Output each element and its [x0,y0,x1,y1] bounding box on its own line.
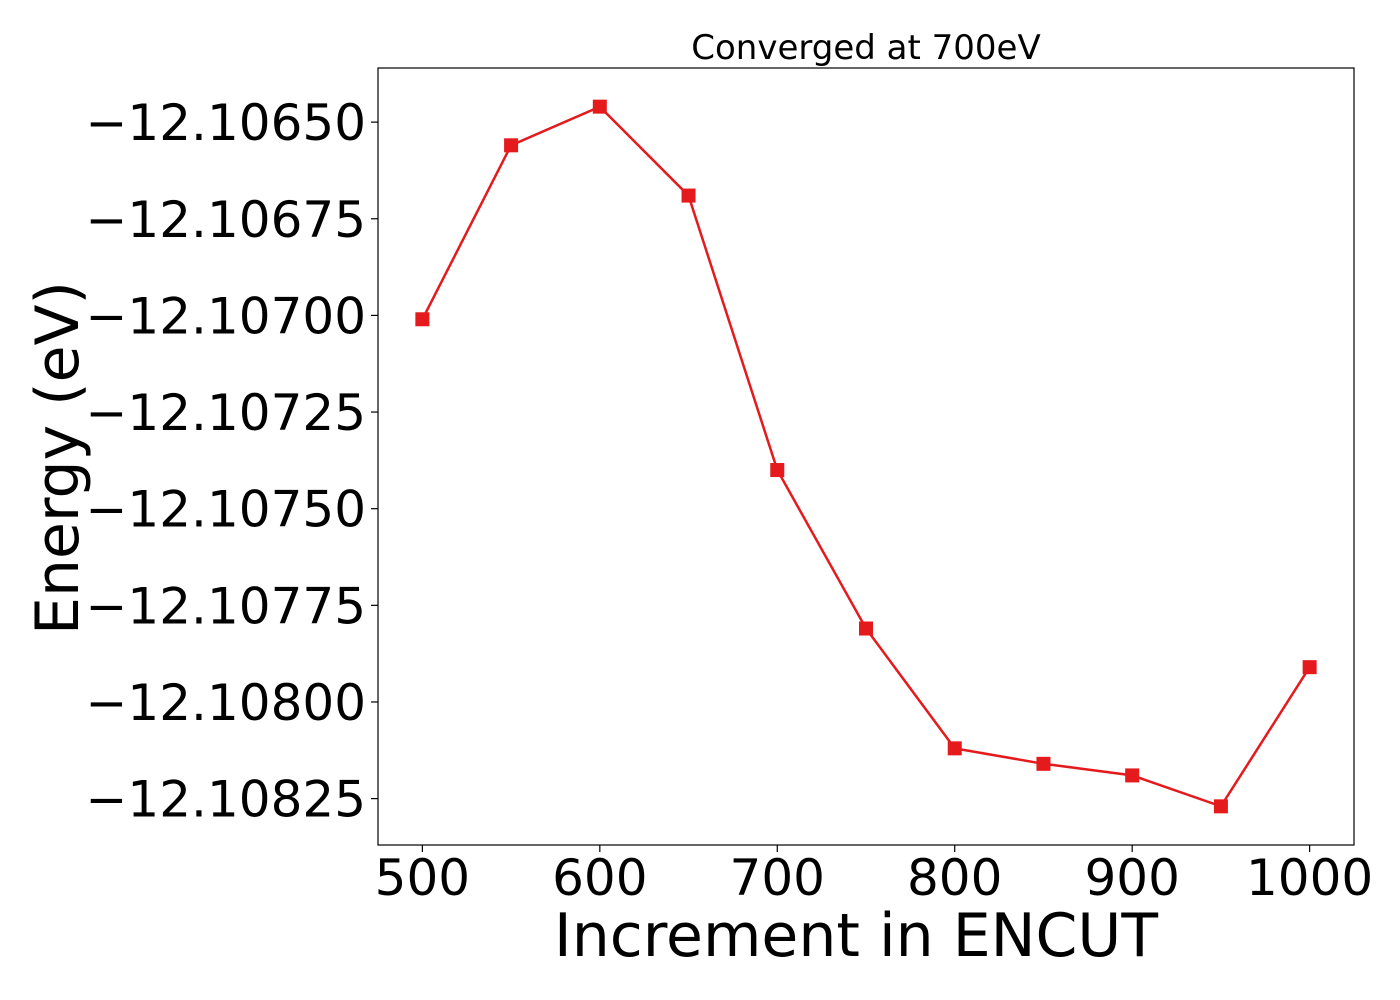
data-point-marker [504,138,519,153]
y-tick-label: −12.10825 [86,771,366,829]
y-axis-ticks: −12.10650 −12.10675 −12.10700 −12.10725 −12.… [86,94,378,829]
data-point-marker [947,741,962,756]
x-tick-label: 1000 [1246,849,1373,907]
x-axis-ticks: 500 600 700 800 900 1000 [375,845,1373,907]
data-point-marker [1125,768,1140,783]
data-point-marker [1213,799,1228,814]
chart-title: Converged at 700eV [691,28,1040,68]
x-tick-label: 500 [375,849,470,907]
data-point-marker [415,312,430,327]
y-tick-label: −12.10775 [86,577,366,635]
x-tick-label: 700 [730,849,825,907]
x-tick-label: 600 [552,849,647,907]
data-point-marker [1036,756,1051,771]
series-layer [415,99,1317,814]
y-tick-label: −12.10675 [86,191,366,249]
y-tick-label: −12.10650 [86,94,366,152]
y-axis-label: Energy (eV) [23,281,93,635]
y-tick-label: −12.10750 [86,481,366,539]
x-tick-label: 800 [907,849,1002,907]
data-point-marker [681,188,696,203]
plot-area [377,67,1355,846]
y-tick-label: −12.10700 [86,287,366,345]
data-point-marker [592,99,607,114]
data-point-marker [770,463,785,478]
x-axis-label: Increment in ENCUT [554,901,1158,971]
data-point-marker [859,621,873,636]
data-point-marker [1302,660,1317,675]
x-tick-label: 900 [1084,849,1179,907]
y-tick-label: −12.10725 [86,384,366,442]
y-tick-label: −12.10800 [86,674,366,732]
